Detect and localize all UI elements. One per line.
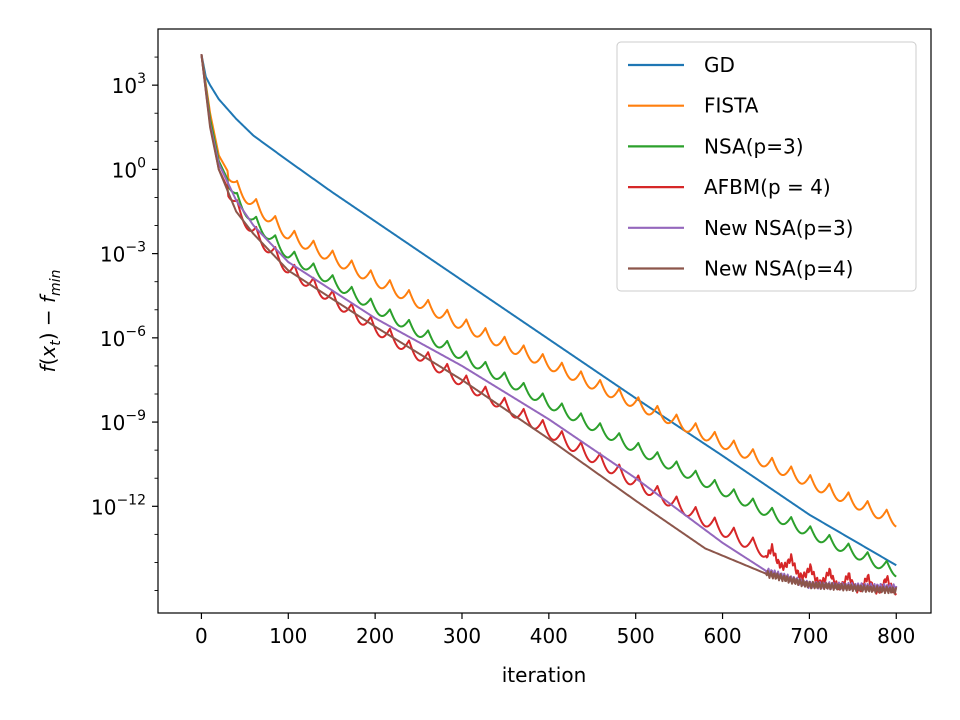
- y-tick-label: 103: [112, 71, 146, 98]
- legend: GD FISTA NSA(p=3) AFBM(p = 4) New NSA(p=3) Ne…: [616, 41, 917, 292]
- x-axis-label: iteration: [502, 663, 587, 687]
- legend-label: AFBM(p = 4): [704, 175, 831, 199]
- series-line-fista: [200, 54, 897, 528]
- y-axis-label: f(xt) − fmin: [36, 270, 64, 373]
- x-tick-label: 800: [877, 624, 915, 648]
- legend-label: New NSA(p=4): [704, 257, 853, 281]
- legend-label: GD: [704, 53, 735, 77]
- y-axis: 103 100 10−3 10−6 10−9 10−12: [91, 56, 158, 591]
- y-tick-label: 10−9: [100, 408, 146, 435]
- x-tick-label: 0: [195, 624, 208, 648]
- y-tick-label: 10−12: [91, 492, 146, 519]
- series-line-nsa-p-3-: [200, 54, 897, 578]
- series-line-new-nsa-p-4-: [200, 54, 898, 595]
- x-tick-label: 200: [356, 624, 394, 648]
- legend-label: New NSA(p=3): [704, 216, 853, 240]
- y-tick-label: 100: [112, 155, 146, 182]
- legend-label: NSA(p=3): [704, 134, 804, 158]
- y-tick-label: 10−3: [100, 240, 146, 267]
- y-tick-label: 10−6: [100, 324, 146, 351]
- series-line-gd: [200, 54, 897, 567]
- x-axis: 0 100 200 300 400 500 600 700 800: [195, 613, 915, 648]
- x-tick-label: 300: [443, 624, 481, 648]
- x-tick-label: 700: [790, 624, 828, 648]
- x-tick-label: 500: [617, 624, 655, 648]
- x-tick-label: 400: [530, 624, 568, 648]
- x-tick-label: 100: [269, 624, 307, 648]
- legend-label: FISTA: [704, 94, 759, 118]
- x-tick-label: 600: [703, 624, 741, 648]
- plot-frame: [157, 28, 932, 614]
- series-layer: [200, 54, 898, 596]
- legend-frame: [616, 41, 917, 292]
